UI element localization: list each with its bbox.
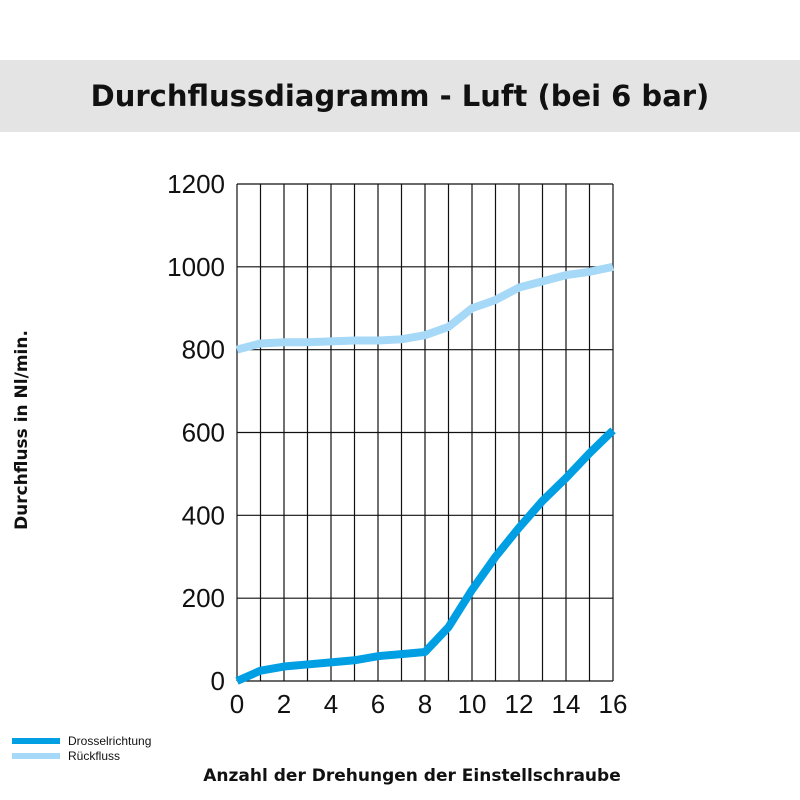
x-tick-label: 10 bbox=[458, 689, 487, 719]
x-tick-label: 4 bbox=[324, 689, 338, 719]
y-tick-label: 1200 bbox=[167, 169, 225, 199]
legend-swatch-rueckfluss bbox=[12, 752, 60, 759]
legend-label-rueckfluss: Rückfluss bbox=[68, 748, 121, 763]
x-tick-label: 16 bbox=[599, 689, 628, 719]
legend: Drosselrichtung Rückfluss bbox=[12, 733, 151, 763]
x-tick-label: 0 bbox=[230, 689, 244, 719]
x-tick-label: 2 bbox=[277, 689, 291, 719]
y-tick-label: 0 bbox=[211, 666, 225, 696]
legend-item-rueckfluss: Rückfluss bbox=[12, 748, 151, 763]
chart-title: Durchflussdiagramm - Luft (bei 6 bar) bbox=[90, 79, 710, 113]
x-axis-label: Anzahl der Drehungen der Einstellschraub… bbox=[203, 766, 621, 786]
y-axis-label: Durchfluss in Nl/min. bbox=[12, 330, 32, 530]
x-tick-label: 8 bbox=[418, 689, 432, 719]
legend-swatch-drosselrichtung bbox=[12, 737, 60, 744]
legend-label-drosselrichtung: Drosselrichtung bbox=[68, 733, 152, 748]
x-tick-label: 14 bbox=[552, 689, 581, 719]
y-tick-label: 800 bbox=[182, 335, 225, 365]
title-bar: Durchflussdiagramm - Luft (bei 6 bar) bbox=[0, 60, 800, 132]
legend-item-drosselrichtung: Drosselrichtung bbox=[12, 733, 151, 748]
series-line-rueckfluss bbox=[235, 262, 614, 354]
y-tick-label: 200 bbox=[182, 583, 225, 613]
y-tick-label: 400 bbox=[182, 500, 225, 530]
x-tick-label: 12 bbox=[505, 689, 534, 719]
series-line-drosselrichtung bbox=[235, 427, 616, 685]
x-tick-label: 6 bbox=[371, 689, 385, 719]
y-tick-label: 1000 bbox=[167, 252, 225, 282]
y-tick-label: 600 bbox=[182, 418, 225, 448]
